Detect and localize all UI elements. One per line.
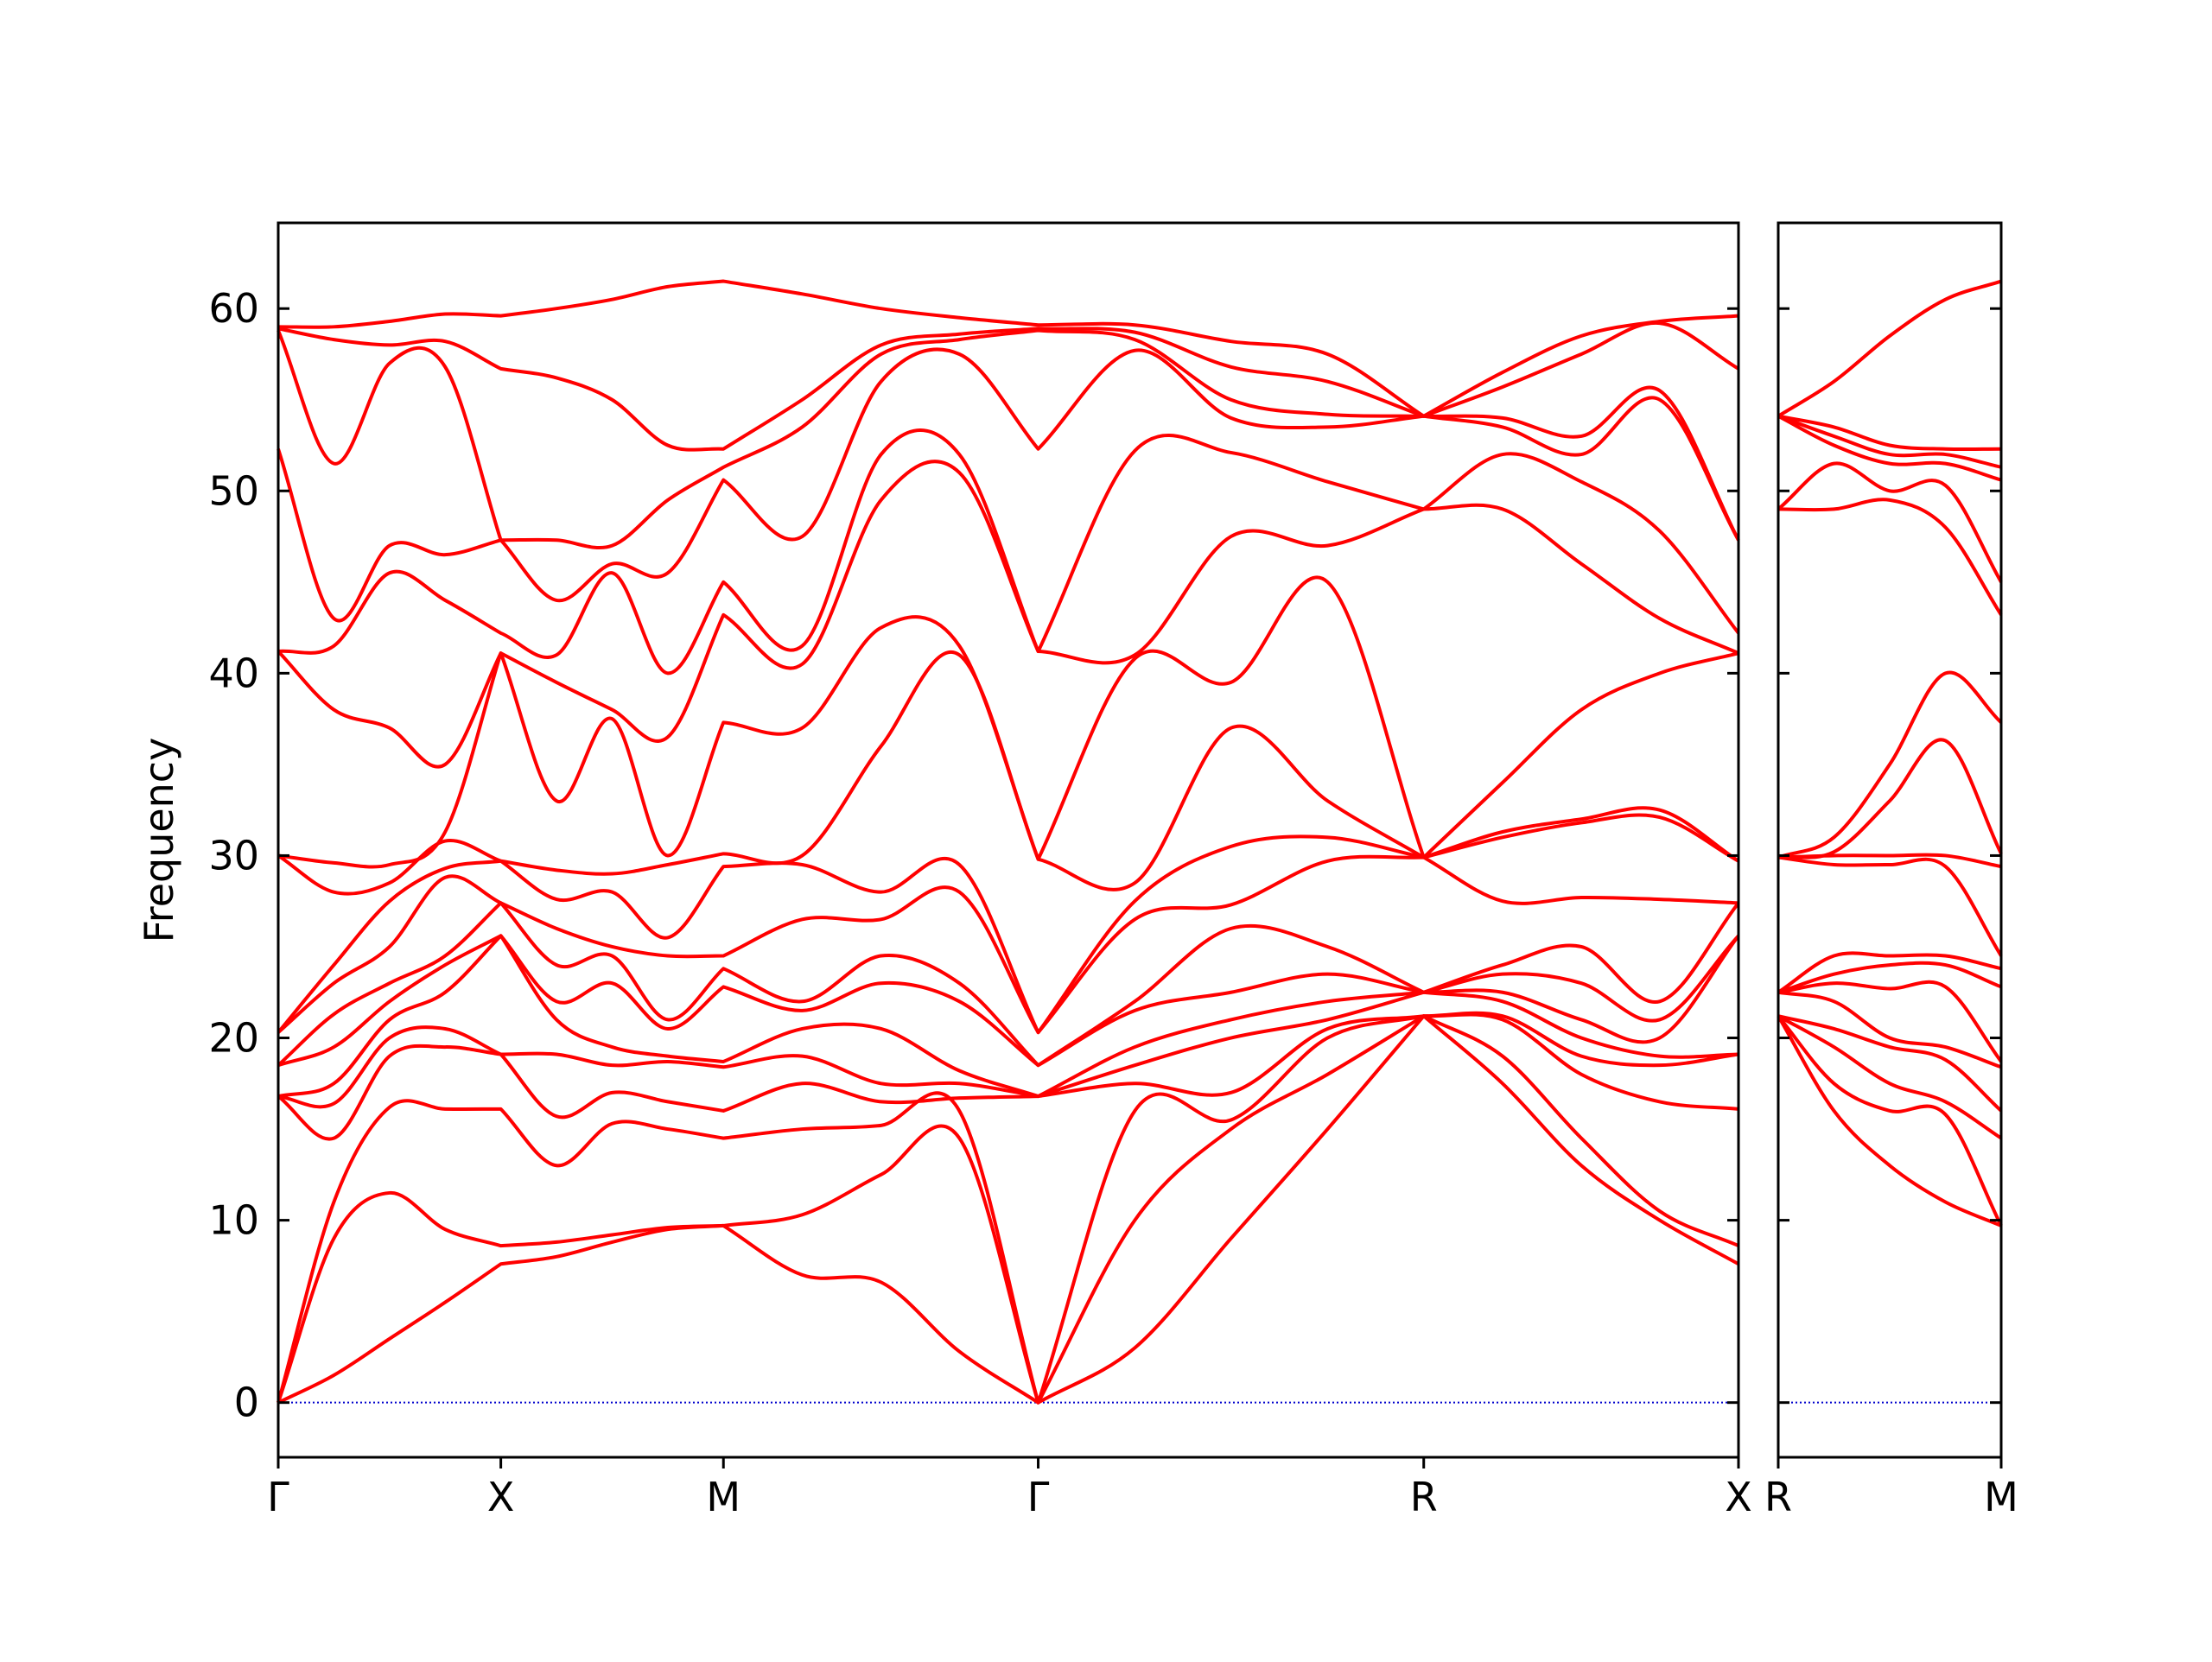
- band-line: [277, 321, 1740, 452]
- band-line: [277, 1014, 1739, 1405]
- band-line: [1777, 855, 2003, 957]
- band-line: [1777, 414, 2002, 452]
- band-line: [1777, 498, 2003, 616]
- band-line: [1777, 1014, 2003, 1227]
- y-tick-label: 10: [208, 1197, 259, 1244]
- band-line: [1777, 951, 2002, 994]
- band-line: [276, 347, 1740, 623]
- band-line: [277, 428, 1740, 676]
- band-line: [1777, 980, 2003, 1063]
- band-line: [276, 813, 1739, 1035]
- band-line: [1777, 738, 2003, 860]
- band-line: [1777, 414, 2002, 482]
- x-tick-label: X: [487, 1474, 515, 1520]
- y-tick-label: 40: [208, 650, 259, 696]
- x-tick-label: Γ: [1027, 1474, 1050, 1520]
- band-line: [1777, 279, 2002, 418]
- x-tick-label: R: [1410, 1474, 1438, 1520]
- plot-frame: [1777, 221, 2003, 1459]
- band-line: [276, 460, 1739, 769]
- x-tick-label: M: [1984, 1474, 2018, 1520]
- band-line: [277, 934, 1740, 1099]
- band-line: [1777, 414, 2002, 469]
- y-tick-label: 30: [208, 832, 259, 879]
- band-line: [1777, 670, 2003, 860]
- band-line: [277, 575, 1739, 869]
- band-line: [1777, 1015, 2002, 1227]
- x-tick-label: R: [1764, 1474, 1792, 1520]
- y-tick-label: 20: [208, 1015, 259, 1062]
- plot-frame: [276, 221, 1740, 1459]
- band-line: [277, 934, 1740, 1068]
- x-tick-label: X: [1725, 1474, 1752, 1520]
- band-line: [1777, 1014, 2003, 1140]
- y-tick-label: 0: [234, 1380, 259, 1426]
- band-line: [1777, 461, 2003, 583]
- y-axis-label: Frequency: [136, 738, 182, 943]
- band-line: [277, 990, 1739, 1109]
- band-line: [1777, 1014, 2003, 1113]
- band-line: [1777, 990, 2002, 1069]
- panel: 0 10 20 30 40 50 60 Γ X M Γ R X Frequency: [136, 221, 1752, 1520]
- band-line: [276, 328, 1740, 550]
- band-line: [276, 1014, 1739, 1405]
- band-line: [276, 854, 1739, 1035]
- band-line: [276, 1011, 1739, 1141]
- y-tick-label: 50: [208, 467, 259, 514]
- x-tick-label: Γ: [267, 1474, 289, 1520]
- band-line: [276, 901, 1740, 1068]
- y-tick-label: 60: [208, 285, 259, 332]
- band-line: [276, 650, 1740, 896]
- band-line: [277, 279, 1739, 418]
- band-line: [1777, 961, 2002, 994]
- x-tick-label: M: [706, 1474, 741, 1520]
